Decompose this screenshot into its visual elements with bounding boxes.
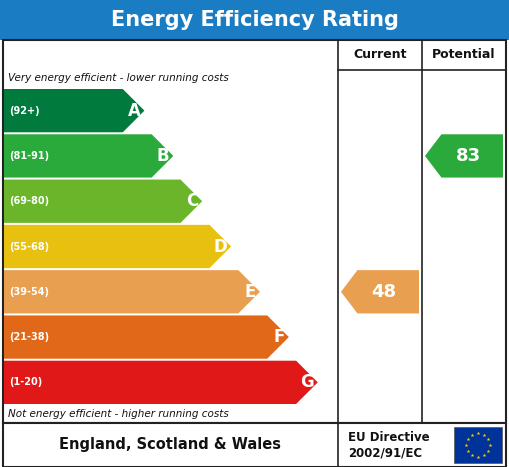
Text: Not energy efficient - higher running costs: Not energy efficient - higher running co… — [8, 409, 229, 419]
Text: (92+): (92+) — [9, 106, 40, 116]
Text: (21-38): (21-38) — [9, 332, 49, 342]
Text: C: C — [186, 192, 198, 210]
Bar — [454, 427, 502, 463]
Bar — [3, 40, 506, 423]
Text: (81-91): (81-91) — [9, 151, 49, 161]
Text: Potential: Potential — [432, 49, 496, 62]
Text: (39-54): (39-54) — [9, 287, 49, 297]
Text: 83: 83 — [456, 147, 480, 165]
Polygon shape — [4, 89, 145, 132]
Bar — [0, 0, 509, 40]
Text: F: F — [273, 328, 285, 346]
Bar — [3, 423, 506, 467]
Polygon shape — [4, 315, 289, 359]
Text: (1-20): (1-20) — [9, 377, 42, 387]
Text: A: A — [128, 102, 140, 120]
Text: G: G — [300, 373, 314, 391]
Polygon shape — [4, 180, 202, 223]
Text: (69-80): (69-80) — [9, 196, 49, 206]
Text: Current: Current — [353, 49, 407, 62]
Text: Energy Efficiency Rating: Energy Efficiency Rating — [110, 10, 399, 30]
Polygon shape — [4, 225, 231, 268]
Text: Very energy efficient - lower running costs: Very energy efficient - lower running co… — [8, 73, 229, 83]
Text: 48: 48 — [372, 283, 397, 301]
Text: EU Directive
2002/91/EC: EU Directive 2002/91/EC — [348, 431, 430, 459]
Polygon shape — [341, 270, 419, 313]
Text: D: D — [213, 238, 227, 255]
Polygon shape — [4, 361, 318, 404]
Text: E: E — [245, 283, 256, 301]
Text: England, Scotland & Wales: England, Scotland & Wales — [60, 438, 281, 453]
Polygon shape — [4, 134, 173, 177]
Polygon shape — [4, 270, 260, 313]
Text: (55-68): (55-68) — [9, 241, 49, 252]
Polygon shape — [425, 134, 503, 177]
Text: B: B — [157, 147, 169, 165]
